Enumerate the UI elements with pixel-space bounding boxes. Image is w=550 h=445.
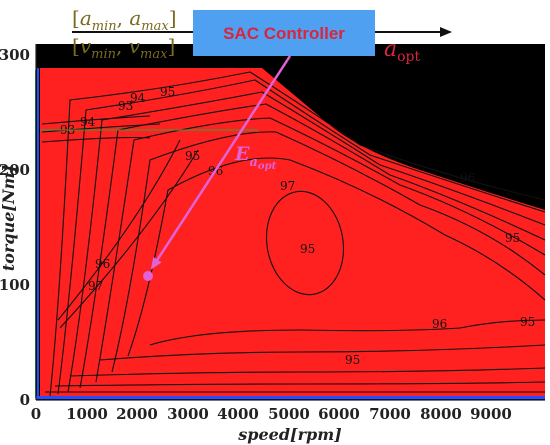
contour-label: 93 <box>118 99 133 113</box>
e-aopt-label: Eaopt <box>234 143 277 172</box>
contour-label: 95 <box>185 149 200 163</box>
x-tick-label: 1000 <box>66 405 108 423</box>
contour-label: 95 <box>300 242 315 256</box>
contour-lines <box>41 71 546 397</box>
y-tick-label: 300 <box>0 46 30 64</box>
x-axis-title: speed[rpm] <box>237 425 341 444</box>
operating-point-arrow <box>150 55 292 270</box>
bottom-stripe-blue <box>36 396 545 399</box>
y-tick-label: 0 <box>20 391 30 409</box>
sac-controller-box <box>193 10 375 56</box>
contour-label: 97 <box>88 279 103 293</box>
contour-label: 94 <box>80 115 96 129</box>
contour-label: 94 <box>130 91 146 105</box>
low-speed-stripe-blue <box>37 68 39 398</box>
accel-range-label: [amin, amax] <box>72 6 177 34</box>
contour-label: 95 <box>345 353 360 367</box>
operating-point-marker <box>143 271 153 281</box>
x-tick-label: 9000 <box>470 405 512 423</box>
x-tick-label: 3000 <box>167 405 209 423</box>
contour-label: 97 <box>280 179 295 193</box>
contour-label: 96 <box>95 257 110 271</box>
y-tick-label: 200 <box>0 161 30 179</box>
y-axis-title: torque[Nm] <box>0 165 18 271</box>
contour-label: 96 <box>432 317 447 331</box>
y-tick-label: 100 <box>0 276 30 294</box>
x-tick-label: 2000 <box>116 405 158 423</box>
sac-controller-label: SAC Controller <box>223 24 345 43</box>
contour-label: 95 <box>505 231 520 245</box>
efficiency-region <box>40 68 545 398</box>
y-ticks: 0 100 200 300 <box>0 46 30 409</box>
output-a-opt-label: aopt <box>384 37 421 65</box>
x-ticks: 0 1000 2000 3000 4000 5000 6000 7000 800… <box>31 405 512 423</box>
x-tick-label: 7000 <box>369 405 411 423</box>
x-tick-label: 4000 <box>217 405 259 423</box>
x-tick-label: 6000 <box>318 405 360 423</box>
x-tick-label: 0 <box>31 405 41 423</box>
x-tick-label: 5000 <box>268 405 310 423</box>
x-tick-label: 8000 <box>420 405 462 423</box>
contour-label: 95 <box>160 85 175 99</box>
contour-label: 96 <box>460 171 475 185</box>
speed-range-label: [vmin, vmax] <box>72 34 175 62</box>
contour-label: 95 <box>520 315 535 329</box>
